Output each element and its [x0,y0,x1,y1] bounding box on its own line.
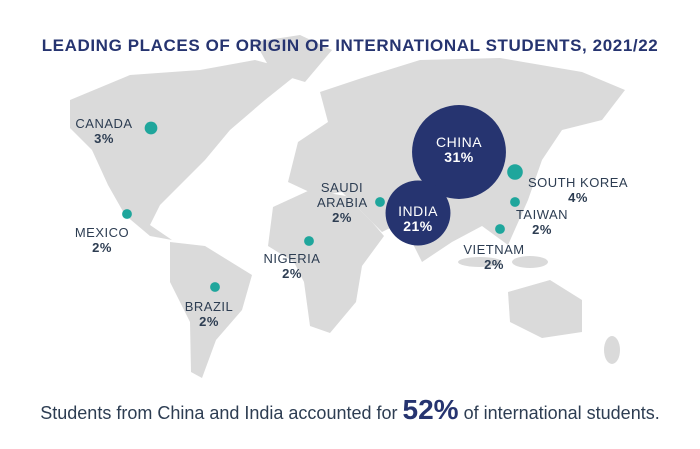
country-name: VIETNAM [463,242,525,257]
bubble [507,164,523,180]
country-label: INDIA 21% [398,204,438,234]
bubble [375,197,385,207]
country-label: BRAZIL 2% [185,299,234,329]
value-label: 2% [484,257,504,272]
footer: Students from China and India accounted … [0,394,700,426]
country-label: VIETNAM 2% [463,242,524,272]
bubble [144,121,158,135]
country-name: BRAZIL [184,299,234,314]
country-label: MEXICO 2% [75,225,129,255]
country-label: CANADA 3% [75,116,132,146]
country-label: SAUDI ARABIA 2% [317,180,367,225]
bubble [122,209,132,219]
value-label: 3% [94,131,114,146]
country-name: CHINA [435,134,483,150]
footer-text: Students from China and India accounted … [40,403,398,423]
footer-highlight: 52% [402,394,459,425]
country-name: NIGERIA [263,251,321,266]
value-label: 21% [403,218,433,234]
country-name: CANADA [75,116,133,131]
bubble [510,197,520,207]
value-label: 31% [444,149,474,165]
country-label: CHINA 31% [436,135,482,165]
country-name: TAIWAN [515,207,569,222]
bubble [495,224,505,234]
value-label: 2% [199,314,219,329]
value-label: 2% [282,266,302,281]
value-label: 2% [332,210,352,225]
country-name: MEXICO [74,225,130,240]
value-label: 4% [568,190,588,205]
country-label: SOUTH KOREA 4% [528,175,628,205]
chart-title: LEADING PLACES OF ORIGIN OF INTERNATIONA… [41,36,659,55]
country-name: SAUDI ARABIA [317,180,368,210]
bubble [385,180,451,246]
bubble [210,282,220,292]
country-label: TAIWAN 2% [516,207,568,237]
bubble [304,236,314,246]
footer-text: of international students. [463,403,660,423]
country-name: SOUTH KOREA [527,175,629,190]
bubble [412,105,506,199]
value-label: 2% [92,240,112,255]
country-label: NIGERIA 2% [264,251,321,281]
value-label: 2% [532,222,552,237]
country-name: INDIA [398,203,438,219]
